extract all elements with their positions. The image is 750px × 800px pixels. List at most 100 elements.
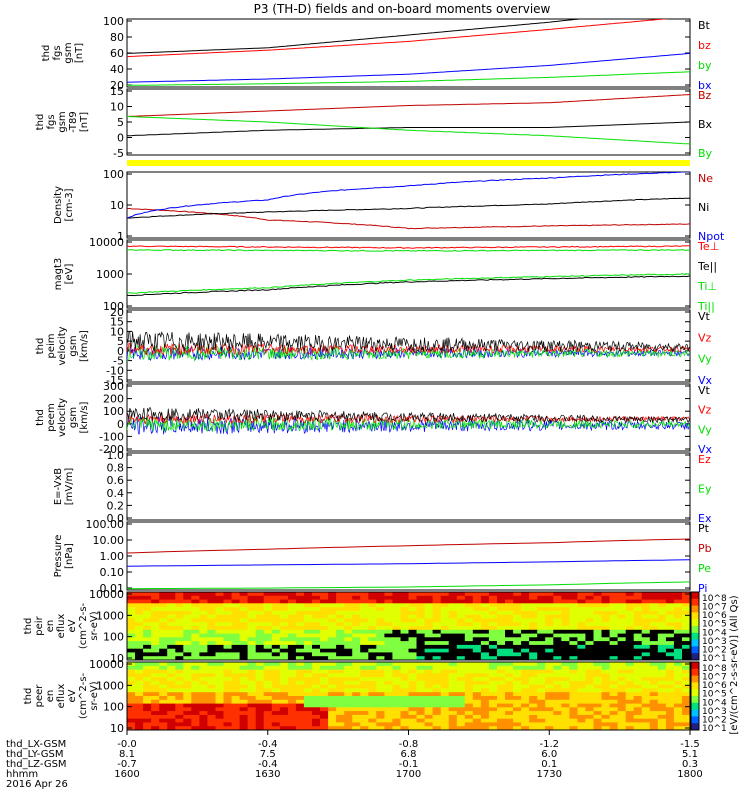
spectrogram-cell [505,673,514,678]
spectrogram-cell [207,648,216,653]
spectrogram-cell [609,595,619,601]
legend-label: Bx [698,118,713,131]
spectrogram-cell [625,644,635,650]
spectrogram-cell [400,648,409,653]
spectrogram-cell [553,669,562,674]
y-tick-label: 0.10 [100,566,125,579]
spectrogram-cell [263,592,273,597]
spectrogram-cell [408,603,417,608]
spectrogram-cell [312,622,321,627]
spectrogram-cell [287,656,297,661]
spectrogram-cell [312,599,321,604]
spectrogram-cell [255,726,265,731]
spectrogram-cell [328,669,337,674]
spectrogram-cell [143,648,152,653]
spectrogram-cell [392,688,401,693]
spectrogram-cell [513,648,522,653]
spectrogram-cell [617,707,627,712]
spectrogram-cell [673,665,683,671]
spectrogram-cell [400,714,409,720]
spectrogram-cell [456,711,466,716]
spectrogram-cell [673,696,683,701]
spectrogram-cell [577,629,586,635]
spectrogram-cell [505,644,514,650]
spectrogram-cell [682,652,691,657]
spectrogram-cell [601,607,610,612]
spectrogram-cell [175,718,184,723]
y-axis-label: gsm [68,335,79,356]
spectrogram-cell [239,669,249,674]
spectrogram-cell [199,680,208,686]
spectrogram-cell [384,714,393,720]
spectrogram-cell [223,688,232,693]
colorbar-cell [691,619,699,627]
spectrogram-cell [376,641,385,646]
spectrogram-cell [432,603,442,608]
spectrogram-cell [432,673,442,678]
spectrogram-cell [577,684,586,689]
spectrogram-cell [127,633,136,638]
spectrogram-cell [505,677,514,682]
y-tick-label: 5 [117,335,124,348]
spectrogram-cell [497,622,506,627]
spectrogram-cell [344,648,353,653]
mode-strip [127,160,690,166]
spectrogram-cell [312,652,321,657]
spectrogram-cell [271,707,281,712]
spectrogram-cell [553,614,562,619]
spectrogram-cell [497,599,506,604]
y-axis-label: gsm [68,407,79,428]
colorbar-tick-label: 10^8 [702,664,727,674]
spectrogram-cell [303,644,313,650]
spectrogram-cell [464,603,474,608]
spectrogram-cell [665,718,675,723]
spectrogram-cell [392,665,401,671]
spectrogram-cell [127,669,136,674]
spectrogram-cell [472,662,482,667]
spectrogram-cell [231,648,241,653]
spectrogram-cell [545,680,554,686]
spectrogram-cell [424,696,434,701]
spectrogram-cell [488,629,498,635]
spectrogram-cell [513,633,522,638]
spectrogram-cell [649,633,659,638]
panel-frame [126,452,691,521]
spectrogram-cell [440,677,450,682]
spectrogram-cell [183,603,192,608]
spectrogram-cell [497,722,506,727]
spectrogram-cell [175,641,184,646]
y-axis-label: thd [41,45,52,62]
spectrogram-cell [609,644,619,650]
spectrogram-cell [336,707,345,712]
spectrogram-cell [408,644,417,650]
spectrogram-cell [287,680,297,686]
spectrogram-cell [352,599,361,604]
spectrogram-cell [183,692,192,697]
spectrogram-cell [127,652,136,657]
spectrogram-cell [215,626,224,631]
spectrogram-cell [328,648,337,653]
spectrogram-cell [368,711,377,716]
spectrogram-cell [545,714,554,720]
spectrogram-cell [384,688,393,693]
spectrogram-cell [151,637,160,642]
spectrogram-cell [303,641,313,646]
spectrogram-cell [151,648,160,653]
spectrogram-cell [215,718,224,723]
spectrogram-cell [215,644,224,650]
spectrogram-cell [287,669,297,674]
spectrogram-cell [344,603,353,608]
spectrogram-cell [295,696,305,701]
spectrogram-cell [657,637,667,642]
spectrogram-cell [295,607,305,612]
spectrogram-cell [432,677,442,682]
spectrogram-cell [247,665,257,671]
spectrogram-cell [191,595,200,601]
spectrogram-cell [384,680,393,686]
spectrogram-cell [400,707,409,712]
spectrogram-cell [384,669,393,674]
spectrogram-cell [673,726,683,731]
spectrogram-cell [400,595,409,601]
spectrogram-cell [505,652,514,657]
